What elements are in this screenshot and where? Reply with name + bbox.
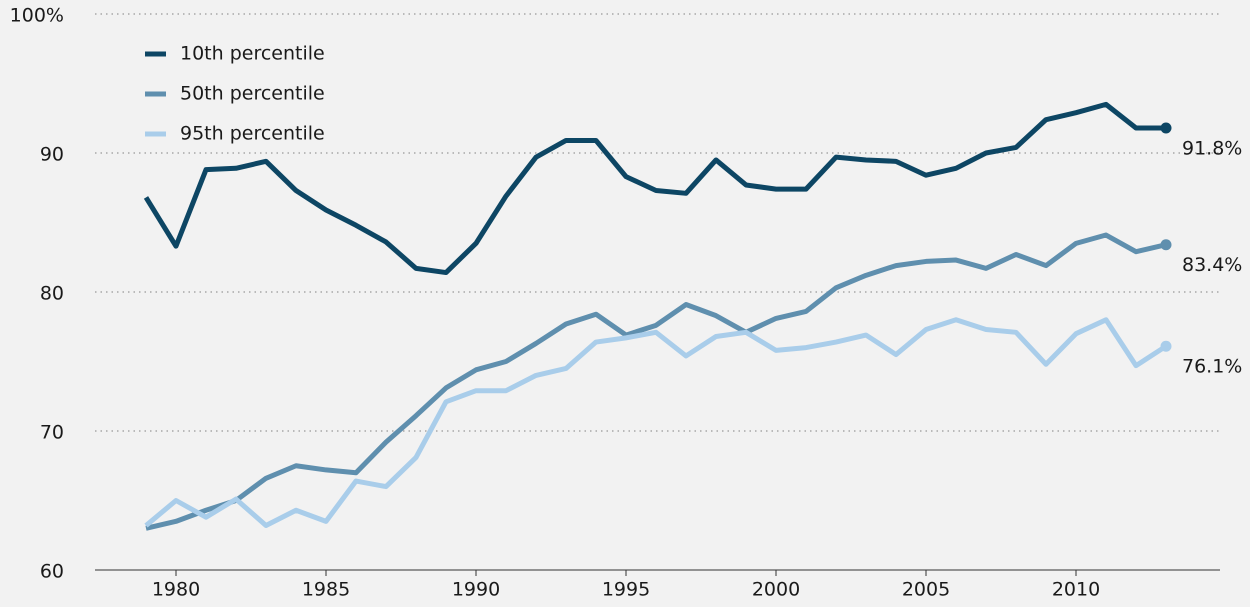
x-tick-label: 1985 — [302, 579, 350, 601]
x-tick-label: 1980 — [152, 579, 200, 601]
x-tick-label: 2005 — [902, 579, 950, 601]
x-tick-label: 2000 — [752, 579, 800, 601]
data-label: 76.1% — [1182, 356, 1242, 378]
legend-label: 95th percentile — [180, 123, 325, 145]
y-tick-label: 100% — [10, 5, 64, 27]
y-tick-label: 70 — [40, 422, 64, 444]
end-point — [1160, 340, 1172, 352]
series-line — [145, 232, 1167, 531]
x-tick-label: 1990 — [452, 579, 500, 601]
data-label: 91.8% — [1182, 137, 1242, 159]
end-point — [1160, 239, 1172, 251]
x-tick-label: 1995 — [602, 579, 650, 601]
series-line — [144, 317, 1168, 529]
series-line — [143, 101, 1166, 276]
x-tick-label: 2010 — [1052, 579, 1100, 601]
data-label: 83.4% — [1182, 254, 1242, 276]
y-tick-label: 80 — [40, 283, 64, 305]
legend-label: 50th percentile — [180, 83, 325, 105]
end-point — [1160, 122, 1172, 134]
y-tick-label: 90 — [40, 144, 64, 166]
y-tick-label: 60 — [40, 561, 64, 583]
legend-label: 10th percentile — [180, 43, 325, 65]
